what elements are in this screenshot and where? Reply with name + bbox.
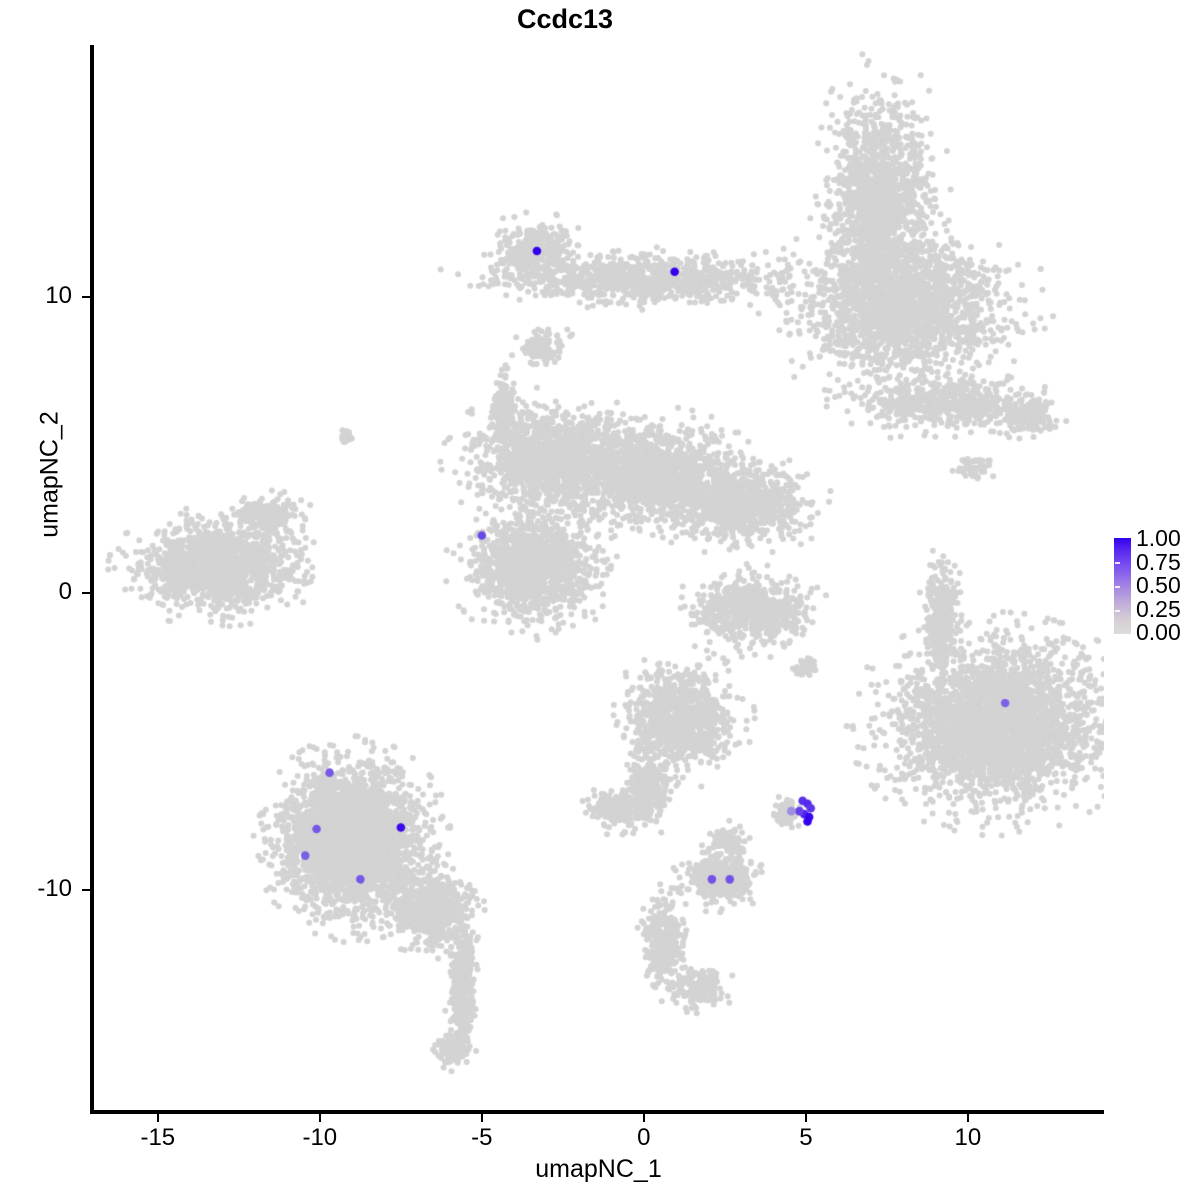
x-tick-label: 10 [954, 1124, 982, 1151]
x-tick-label: -10 [302, 1124, 338, 1151]
legend-label: 0.25 [1136, 595, 1181, 622]
x-tick-mark [804, 1114, 807, 1122]
y-tick-label: 0 [58, 578, 72, 606]
x-tick-label: -5 [471, 1124, 493, 1151]
y-tick-label: 10 [45, 281, 72, 309]
x-tick-mark [966, 1114, 969, 1122]
x-tick-mark [642, 1114, 645, 1122]
y-tick-mark [82, 592, 90, 595]
x-axis-line [90, 1110, 1104, 1114]
x-tick-mark [156, 1114, 159, 1122]
legend-label: 0.00 [1136, 619, 1181, 645]
y-tick-mark [82, 295, 90, 298]
legend-label: 1.00 [1136, 525, 1181, 551]
page-title: Ccdc13 [516, 4, 614, 34]
scatter-plot-canvas [93, 45, 1104, 1112]
x-tick-mark [480, 1114, 483, 1122]
x-tick-label: 5 [799, 1124, 813, 1151]
y-tick-mark [82, 888, 90, 891]
legend-label: 0.75 [1136, 548, 1181, 575]
y-axis-title: umapNC_2 [35, 411, 64, 538]
legend-tick [1115, 610, 1120, 612]
legend-tick [1115, 562, 1120, 564]
y-tick-label: -10 [37, 874, 72, 902]
x-tick-label: -15 [140, 1124, 176, 1151]
y-axis-line [90, 45, 94, 1114]
x-tick-mark [318, 1114, 321, 1122]
legend-tick [1115, 586, 1120, 588]
x-tick-label: 0 [637, 1124, 651, 1151]
x-axis-title: umapNC_1 [535, 1155, 662, 1183]
legend-label: 0.50 [1136, 572, 1181, 598]
